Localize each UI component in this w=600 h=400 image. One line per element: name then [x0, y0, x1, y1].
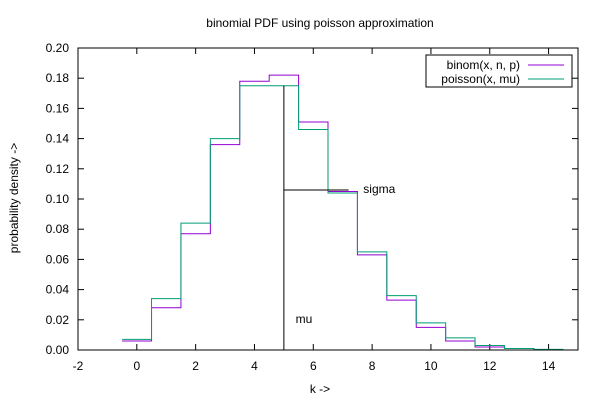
annotation-sigma-label: sigma — [363, 182, 395, 196]
plot-frame — [77, 47, 579, 351]
y-tick-label: 0.04 — [46, 283, 70, 297]
series-line-poisson — [122, 85, 564, 350]
x-tick-label: 10 — [424, 359, 438, 373]
x-tick-label: 12 — [483, 359, 497, 373]
y-tick-label: 0.02 — [46, 313, 70, 327]
x-tick-label: 0 — [133, 359, 140, 373]
annotation-mu-label: mu — [296, 312, 313, 326]
y-tick-label: 0.08 — [46, 222, 70, 236]
series-line-binom — [122, 74, 564, 351]
x-ticks: -2 0 2 4 6 8 10 12 14 — [73, 48, 556, 373]
y-tick-label: 0.14 — [46, 132, 70, 146]
y-tick-label: 0.06 — [46, 252, 70, 266]
y-tick-label: 0.12 — [46, 162, 70, 176]
y-tick-label: 0.20 — [46, 41, 70, 55]
legend-label: poisson(x, mu) — [441, 72, 520, 86]
annotations: mu sigma — [283, 85, 396, 350]
y-tick-label: 0.00 — [46, 343, 70, 357]
y-tick-label: 0.18 — [46, 71, 70, 85]
legend-box — [425, 54, 573, 88]
legend: binom(x, n, p)poisson(x, mu) — [425, 54, 573, 88]
plot-series — [122, 74, 564, 351]
x-tick-label: 4 — [251, 359, 258, 373]
x-axis-label: k -> — [310, 382, 330, 396]
chart-title: binomial PDF using poisson approximation — [206, 16, 433, 30]
x-tick-label: 6 — [310, 359, 317, 373]
y-axis-label: probability density -> — [7, 143, 21, 253]
y-tick-label: 0.10 — [46, 192, 70, 206]
y-ticks: 0.00 0.02 0.04 0.06 0.08 0.10 0.12 0.14 0.16 0.18… — [46, 41, 578, 357]
x-tick-label: 2 — [192, 359, 199, 373]
x-tick-label: 14 — [542, 359, 556, 373]
y-tick-label: 0.16 — [46, 101, 70, 115]
x-tick-label: 8 — [369, 359, 376, 373]
x-tick-label: -2 — [73, 359, 84, 373]
legend-label: binom(x, n, p) — [447, 58, 520, 72]
